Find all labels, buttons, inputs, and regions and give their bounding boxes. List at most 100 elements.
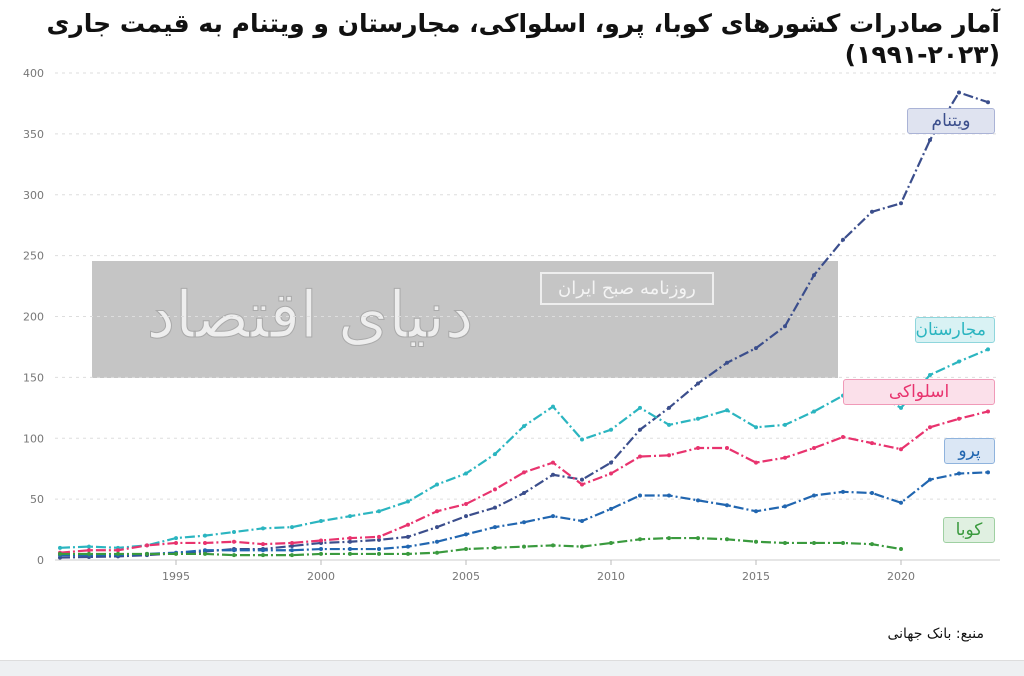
data-point <box>174 551 178 556</box>
data-point <box>899 500 903 505</box>
data-point <box>783 324 787 329</box>
data-point <box>841 435 845 440</box>
data-point <box>841 489 845 494</box>
data-point <box>667 493 671 498</box>
data-point <box>580 482 584 487</box>
data-point <box>290 525 294 530</box>
data-point <box>203 548 207 553</box>
data-point <box>435 550 439 555</box>
y-tick-label: 250 <box>23 250 44 263</box>
series-label: کوبا <box>943 517 995 543</box>
y-tick-label: 150 <box>23 371 44 384</box>
data-point <box>551 404 555 409</box>
data-point <box>377 509 381 514</box>
data-point <box>377 534 381 539</box>
data-point <box>203 540 207 545</box>
data-point <box>464 471 468 476</box>
data-point <box>667 536 671 541</box>
data-point <box>290 540 294 545</box>
source-note: منبع: بانک جهانی <box>887 626 984 642</box>
data-point <box>580 519 584 524</box>
data-point <box>696 416 700 421</box>
data-point <box>928 425 932 430</box>
data-point <box>522 424 526 429</box>
data-point <box>290 548 294 553</box>
data-point <box>406 499 410 504</box>
data-point <box>493 487 497 492</box>
data-point <box>580 544 584 549</box>
data-point <box>87 551 91 556</box>
data-point <box>261 548 265 553</box>
data-point <box>435 525 439 530</box>
data-point <box>841 540 845 545</box>
data-point <box>928 372 932 377</box>
data-point <box>348 536 352 541</box>
data-point <box>783 504 787 509</box>
data-point <box>986 100 990 105</box>
data-point <box>232 548 236 553</box>
data-point <box>609 540 613 545</box>
data-point <box>638 454 642 459</box>
data-point <box>174 536 178 541</box>
data-point <box>290 553 294 558</box>
data-point <box>435 509 439 514</box>
watermark-subtitle: روزنامه صبح ایران <box>540 272 714 305</box>
y-tick-label: 0 <box>37 554 44 567</box>
data-point <box>899 447 903 452</box>
data-point <box>667 405 671 410</box>
data-point <box>377 551 381 556</box>
data-point <box>899 201 903 206</box>
data-point <box>203 551 207 556</box>
data-point <box>754 460 758 465</box>
data-point <box>551 472 555 477</box>
series-label: ویتنام <box>907 108 995 134</box>
data-point <box>464 514 468 519</box>
series-line <box>59 410 989 554</box>
y-tick-label: 100 <box>23 432 44 445</box>
data-point <box>870 209 874 214</box>
series-label: مجارستان <box>915 317 995 343</box>
data-point <box>261 553 265 558</box>
data-point <box>377 547 381 552</box>
chart-title: آمار صادرات کشورهای کوبا، پرو، اسلواکی، … <box>46 9 1000 70</box>
data-point <box>725 445 729 450</box>
data-point <box>522 520 526 525</box>
x-tick-label: 1995 <box>162 570 190 583</box>
data-point <box>638 427 642 432</box>
data-point <box>232 539 236 544</box>
data-point <box>986 409 990 414</box>
x-tick-label: 2015 <box>742 570 770 583</box>
y-tick-label: 350 <box>23 128 44 141</box>
data-point <box>609 427 613 432</box>
data-point <box>493 545 497 550</box>
data-point <box>986 347 990 352</box>
data-point <box>174 540 178 545</box>
data-point <box>638 493 642 498</box>
data-point <box>754 425 758 430</box>
data-point <box>783 422 787 427</box>
data-point <box>406 534 410 539</box>
data-point <box>493 525 497 530</box>
data-point <box>696 536 700 541</box>
data-point <box>696 381 700 386</box>
data-point <box>783 455 787 460</box>
data-point <box>377 537 381 542</box>
data-point <box>87 544 91 549</box>
data-point <box>812 493 816 498</box>
data-point <box>435 539 439 544</box>
data-point <box>406 544 410 549</box>
data-point <box>348 514 352 519</box>
data-point <box>319 547 323 552</box>
data-point <box>116 551 120 556</box>
data-point <box>464 547 468 552</box>
data-point <box>406 551 410 556</box>
data-point <box>116 548 120 553</box>
data-point <box>870 491 874 496</box>
line-chart: 0 50 100 150 200 250 300 350 400 1995 2000 2005 2010… <box>23 67 1000 583</box>
data-point <box>638 405 642 410</box>
x-tick-label: 2010 <box>597 570 625 583</box>
y-tick-label: 200 <box>23 311 44 324</box>
data-point <box>522 544 526 549</box>
data-point <box>203 533 207 538</box>
series-label: پرو <box>944 438 995 464</box>
